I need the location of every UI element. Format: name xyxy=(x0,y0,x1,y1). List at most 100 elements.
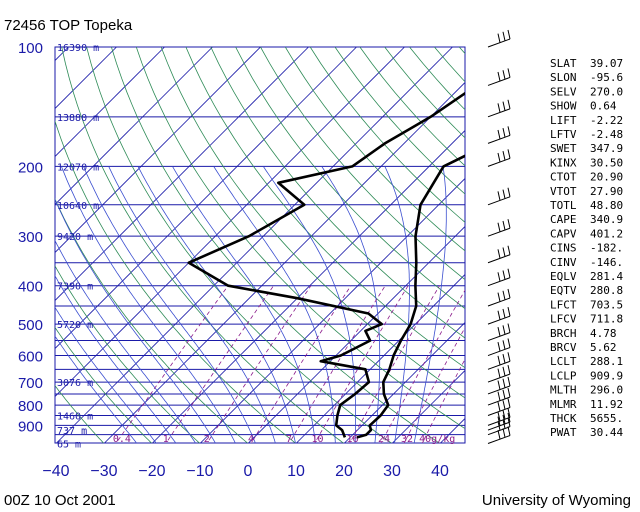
temperature-tick-label: −20 xyxy=(138,463,165,480)
height-label: 1460 m xyxy=(57,412,93,423)
wind-barb xyxy=(487,149,511,167)
wind-barb xyxy=(487,219,511,237)
index-value: 0.64 xyxy=(590,100,617,113)
index-name: SWET xyxy=(550,142,577,155)
background-grid xyxy=(55,47,465,443)
index-name: CAPV xyxy=(550,227,577,240)
temperature-tick-label: 0 xyxy=(244,463,253,480)
wind-barb xyxy=(487,68,511,86)
index-name: CTOT xyxy=(550,171,577,184)
mixing-ratio-line xyxy=(115,285,229,443)
index-name: LFTV xyxy=(550,128,577,141)
moist-adiabat xyxy=(413,166,447,443)
moist-adiabat xyxy=(213,166,336,443)
mixing-ratio-label: 7 xyxy=(286,434,292,445)
index-value: 20.90 xyxy=(590,171,623,184)
moist-adiabat xyxy=(55,306,157,443)
isotherm-line xyxy=(103,81,465,443)
index-name: LCLT xyxy=(550,355,577,368)
wind-barb xyxy=(487,426,511,444)
index-name: MLTH xyxy=(550,384,577,397)
index-value: 5655. xyxy=(590,412,623,425)
index-name: EQTV xyxy=(550,284,577,297)
index-name: SLAT xyxy=(550,57,577,70)
index-value: 340.9 xyxy=(590,213,623,226)
index-name: EQLV xyxy=(550,270,577,283)
index-name: MLMR xyxy=(550,398,577,411)
pressure-tick-label: 800 xyxy=(18,398,43,415)
index-value: 347.9 xyxy=(590,142,623,155)
index-name: LCLP xyxy=(550,369,577,382)
isotherm-line xyxy=(55,47,214,206)
moist-adiabat xyxy=(55,275,177,443)
index-name: KINX xyxy=(550,156,577,169)
moist-adiabat xyxy=(61,166,236,443)
moist-adiabat xyxy=(83,166,256,443)
isotherm-line xyxy=(247,225,465,443)
moist-adiabat xyxy=(384,166,410,443)
index-name: LFCV xyxy=(550,313,577,326)
dry-adiabat xyxy=(111,47,440,443)
index-value: 711.8 xyxy=(590,313,623,326)
mixing-ratio-line xyxy=(165,285,274,443)
isotherm-line xyxy=(55,47,310,302)
pressure-tick-label: 300 xyxy=(18,229,43,246)
mixing-ratio-label: 40g/kg xyxy=(419,434,455,445)
index-name: LFCT xyxy=(550,298,577,311)
moist-adiabat xyxy=(108,166,276,443)
grid-labels: 16390 m 13880 m 12070 m 10640 m 9420 m 7390 m… xyxy=(57,43,455,451)
mixing-ratio-line xyxy=(403,326,465,443)
index-name: THCK xyxy=(550,412,577,425)
mixing-ratio-label: 32 xyxy=(401,434,413,445)
index-name: SHOW xyxy=(550,100,577,113)
index-name: VTOT xyxy=(550,185,577,198)
isotherm-line xyxy=(55,47,358,350)
moist-adiabat xyxy=(55,335,138,443)
moist-adiabat xyxy=(321,166,381,443)
dewpoint-profile xyxy=(187,91,465,438)
dry-adiabat xyxy=(61,47,344,443)
moist-adiabat xyxy=(262,166,357,443)
dry-adiabat xyxy=(55,120,297,443)
chart-title: 72456 TOP Topeka xyxy=(4,17,133,34)
moist-adiabat xyxy=(55,198,216,443)
wind-barb xyxy=(487,376,511,395)
index-value: -2.48 xyxy=(590,128,623,141)
wind-barb xyxy=(487,288,511,307)
index-name: LIFT xyxy=(550,114,577,127)
temperature-tick-label: 30 xyxy=(383,463,401,480)
wind-barb xyxy=(487,99,511,118)
pressure-tick-label: 200 xyxy=(18,159,43,176)
wind-barb xyxy=(487,126,511,144)
temperature-tick-label: −30 xyxy=(90,463,117,480)
temperature-tick-label: −40 xyxy=(42,463,69,480)
mixing-ratio-line xyxy=(288,285,386,443)
sounding-profiles xyxy=(187,91,465,439)
index-value: 703.5 xyxy=(590,298,623,311)
height-label: 737 m xyxy=(57,426,87,437)
height-label: 12070 m xyxy=(57,162,99,173)
index-name: SELV xyxy=(550,85,577,98)
index-value: 27.90 xyxy=(590,185,623,198)
index-name: PWAT xyxy=(550,426,577,439)
mixing-ratio-line xyxy=(314,285,409,443)
mixing-ratio-label: 4 xyxy=(248,434,254,445)
index-value: -146. xyxy=(590,256,623,269)
dry-adiabat xyxy=(210,47,465,339)
index-name: CINV xyxy=(550,256,577,269)
mixing-ratio-line xyxy=(349,285,440,443)
temperature-tick-label: −10 xyxy=(186,463,213,480)
temperature-tick-label: 40 xyxy=(431,463,449,480)
dry-adiabat xyxy=(309,47,465,223)
isotherm-line xyxy=(55,47,454,443)
index-value: -182. xyxy=(590,242,623,255)
dry-adiabat xyxy=(55,265,201,443)
dry-adiabat xyxy=(260,47,465,281)
wind-barbs xyxy=(487,29,511,444)
wind-barb xyxy=(487,417,511,436)
wind-barb xyxy=(487,338,511,357)
pressure-tick-label: 100 xyxy=(18,40,43,57)
index-name: SLON xyxy=(550,71,577,84)
